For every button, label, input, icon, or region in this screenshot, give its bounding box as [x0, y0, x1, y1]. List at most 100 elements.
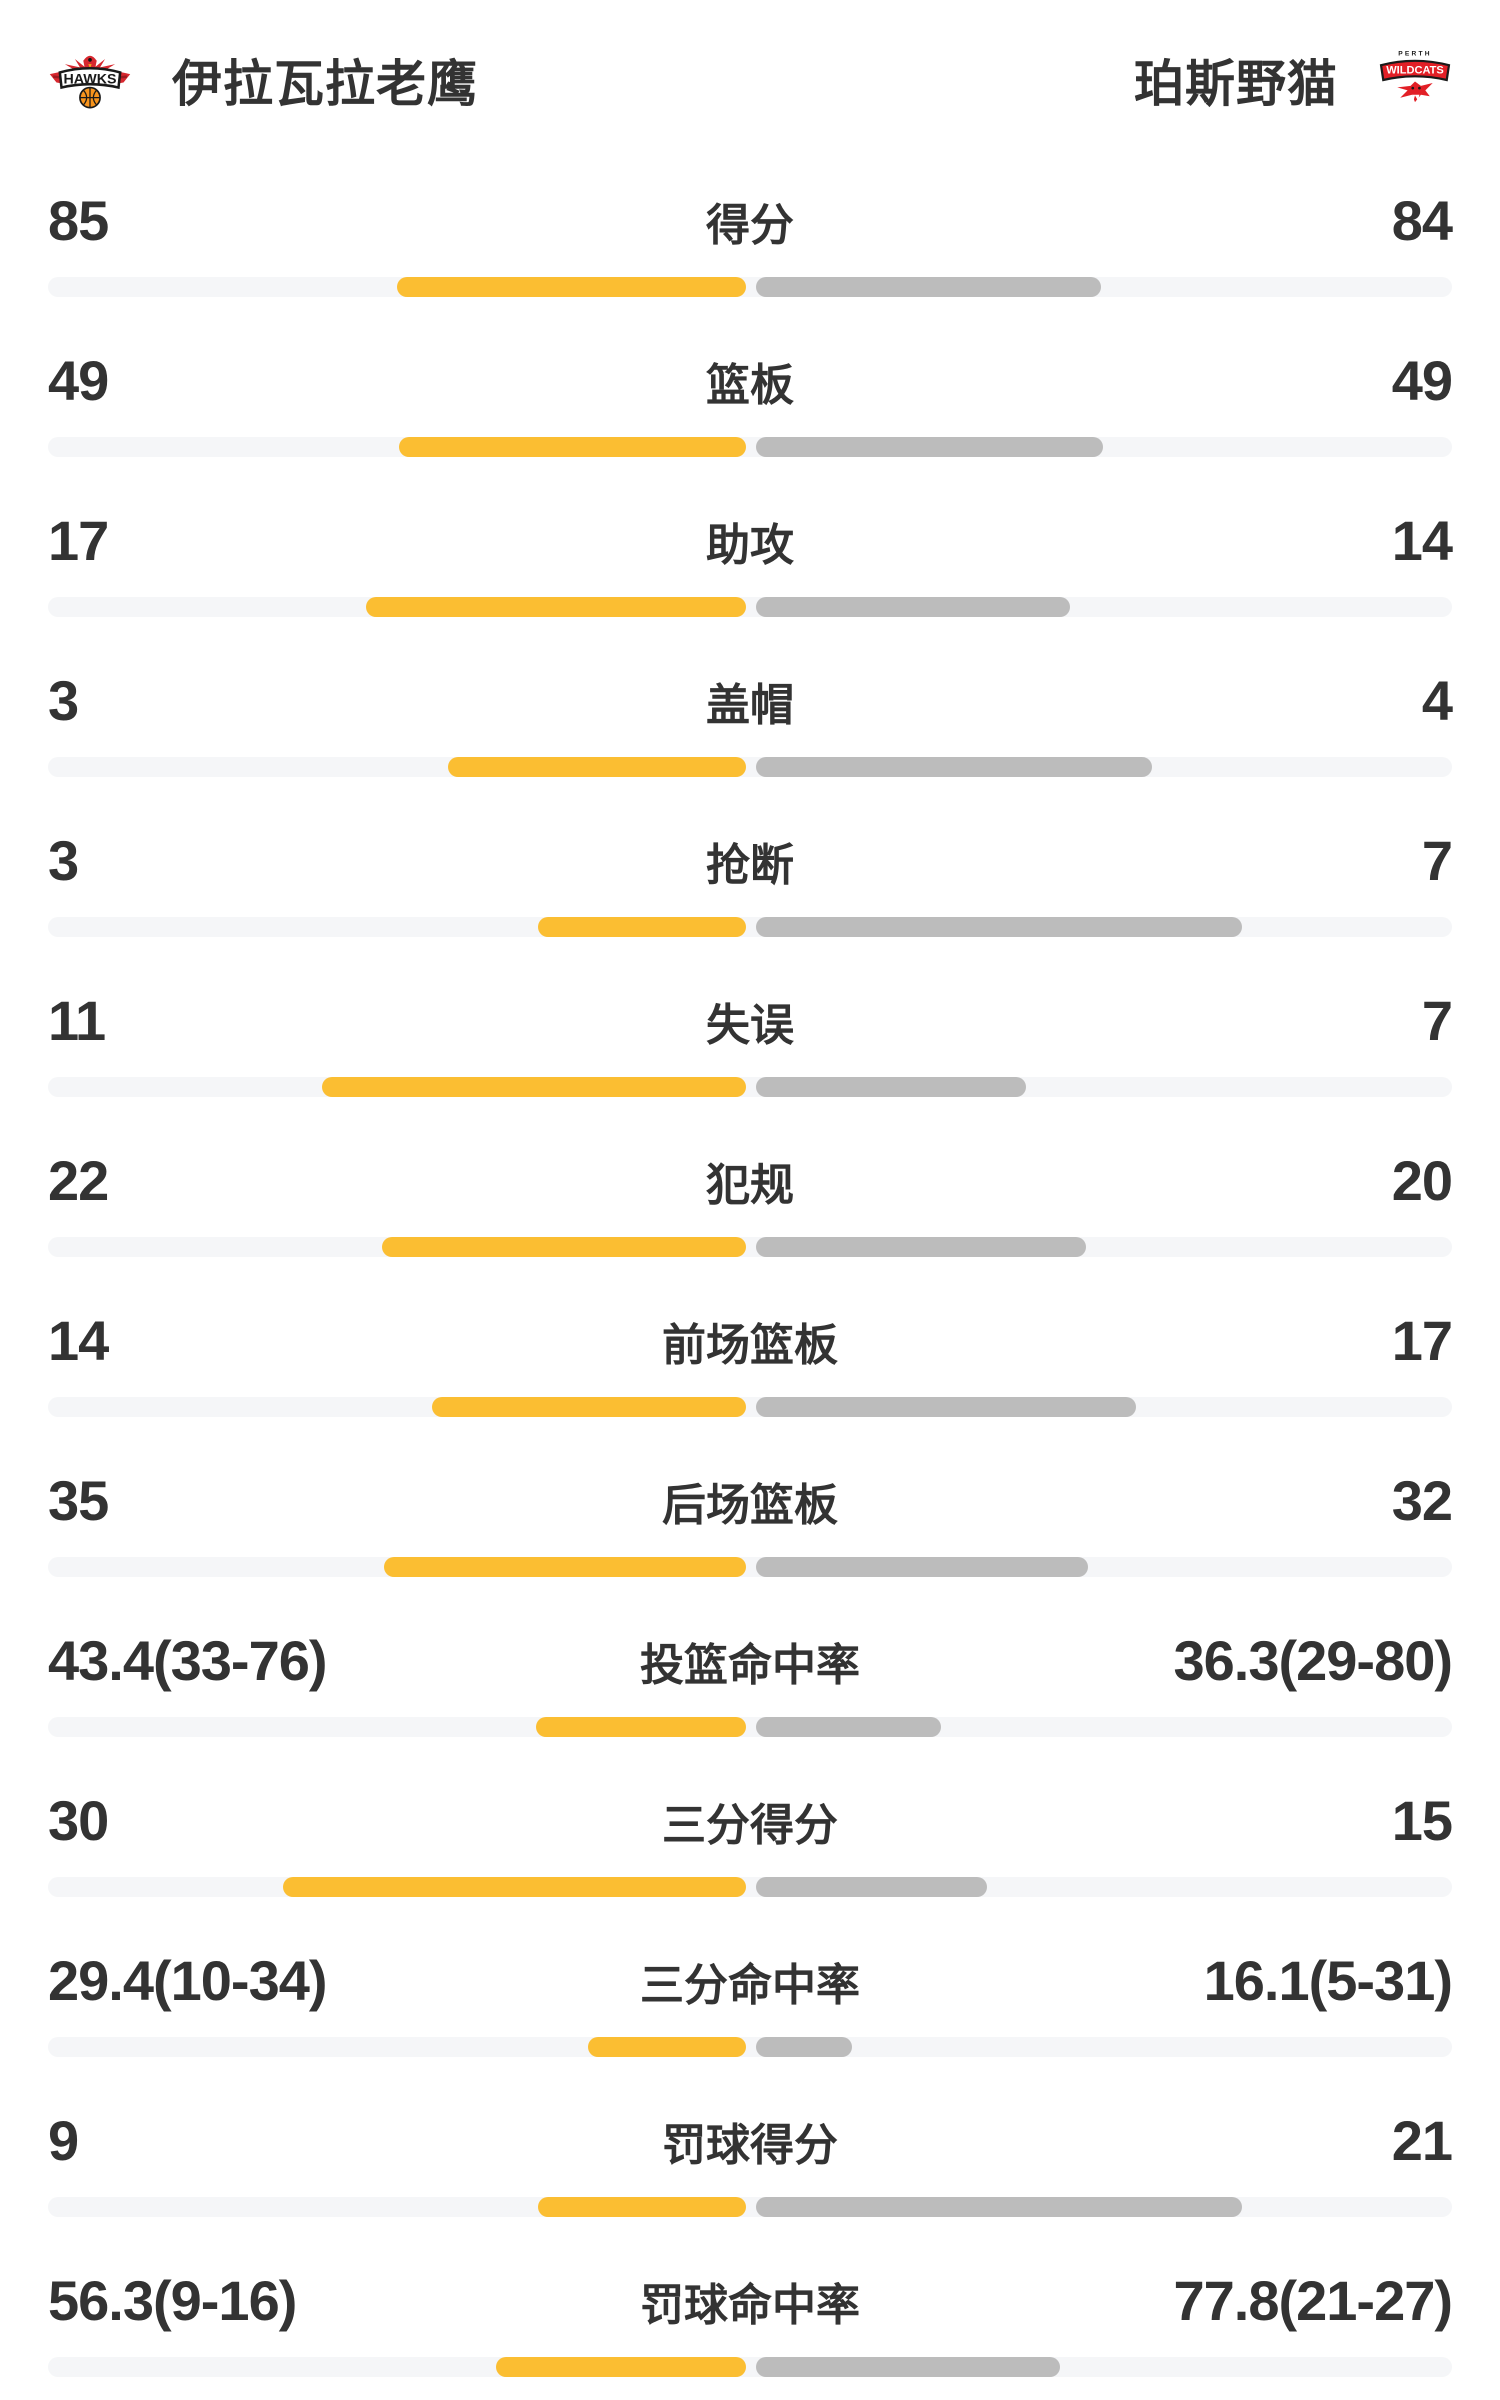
svg-text:WILDCATS: WILDCATS	[1386, 64, 1444, 76]
stat-bar-track	[48, 917, 1452, 937]
home-stat-value: 49	[48, 349, 109, 412]
stat-row: 14 前场篮板 17	[0, 1280, 1500, 1440]
home-team-header[interactable]: HAWKS 伊拉瓦拉老鹰	[48, 44, 478, 116]
stat-bar-track	[48, 1717, 1452, 1737]
home-stat-value: 56.3(9-16)	[48, 2269, 297, 2332]
stat-row: 35 后场篮板 32	[0, 1440, 1500, 1600]
stat-row: 43.4(33-76) 投篮命中率 36.3(29-80)	[0, 1600, 1500, 1760]
home-stat-bar	[399, 437, 746, 457]
home-stat-bar	[448, 757, 746, 777]
wildcats-logo: PERTH WILDCATS	[1379, 51, 1451, 103]
stat-bar-track	[48, 757, 1452, 777]
away-stat-bar	[756, 1397, 1136, 1417]
home-stat-value: 11	[48, 989, 106, 1052]
stat-label: 投篮命中率	[640, 1641, 860, 1690]
away-stat-bar	[756, 757, 1152, 777]
home-stat-value: 9	[48, 2109, 79, 2172]
away-stat-value: 20	[1391, 1149, 1453, 1212]
stat-bar-track	[48, 277, 1452, 297]
stat-bar-track	[48, 1237, 1452, 1257]
away-stat-bar	[756, 597, 1070, 617]
stat-row: 9 罚球得分 21	[0, 2080, 1500, 2240]
home-stat-value: 22	[48, 1149, 109, 1212]
stat-row: 49 篮板 49	[0, 320, 1500, 480]
home-team-name: 伊拉瓦拉老鹰	[172, 56, 478, 112]
stat-row: 17 助攻 14	[0, 480, 1500, 640]
home-stat-bar	[432, 1397, 746, 1417]
away-stat-value: 49	[1391, 349, 1453, 412]
away-stat-value: 16.1(5-31)	[1203, 1949, 1453, 2012]
away-stat-bar	[756, 1077, 1026, 1097]
hawks-logo: HAWKS	[49, 55, 131, 109]
stat-row: 56.3(9-16) 罚球命中率 77.8(21-27)	[0, 2240, 1500, 2400]
stat-label: 罚球得分	[662, 2121, 838, 2170]
away-stat-value: 7	[1421, 989, 1453, 1052]
away-stat-bar	[756, 2197, 1242, 2217]
stat-bar-track	[48, 437, 1452, 457]
stat-label: 失误	[706, 1001, 794, 1050]
away-stat-bar	[756, 917, 1242, 937]
home-stat-value: 30	[48, 1789, 109, 1852]
home-stat-value: 85	[48, 189, 109, 252]
stat-bar-track	[48, 1397, 1452, 1417]
home-stat-value: 14	[48, 1309, 109, 1372]
away-stat-value: 77.8(21-27)	[1173, 2269, 1453, 2332]
stat-label: 罚球命中率	[640, 2281, 860, 2330]
home-stat-bar	[283, 1877, 746, 1897]
home-stat-bar	[384, 1557, 746, 1577]
home-stat-bar	[397, 277, 746, 297]
home-stat-bar	[322, 1077, 746, 1097]
away-stat-value: 14	[1391, 509, 1453, 572]
stat-row: 11 失误 7	[0, 960, 1500, 1120]
stat-label: 得分	[706, 201, 794, 250]
stat-row: 3 盖帽 4	[0, 640, 1500, 800]
stat-row: 85 得分 84	[0, 160, 1500, 320]
away-stat-bar	[756, 1237, 1086, 1257]
stat-bar-track	[48, 2037, 1452, 2057]
home-stat-bar	[536, 1717, 746, 1737]
away-team-header[interactable]: 珀斯野猫 PERTH WILDCATS	[1134, 44, 1452, 116]
home-stat-value: 17	[48, 509, 109, 572]
stat-label: 犯规	[706, 1161, 794, 1210]
away-stat-value: 4	[1421, 669, 1453, 732]
stat-label: 前场篮板	[662, 1321, 838, 1370]
home-stat-bar	[588, 2037, 746, 2057]
stat-bar-track	[48, 597, 1452, 617]
home-stat-value: 3	[48, 829, 79, 892]
stat-bar-track	[48, 1557, 1452, 1577]
home-stat-bar	[496, 2357, 746, 2377]
home-stat-bar	[538, 917, 746, 937]
away-stat-value: 17	[1391, 1309, 1453, 1372]
stat-label: 三分命中率	[640, 1961, 860, 2010]
stat-label: 抢断	[706, 841, 794, 890]
stat-row: 29.4(10-34) 三分命中率 16.1(5-31)	[0, 1920, 1500, 2080]
away-stat-bar	[756, 1717, 941, 1737]
away-stat-bar	[756, 1877, 987, 1897]
stat-label: 助攻	[706, 521, 794, 570]
away-stat-bar	[756, 277, 1101, 297]
home-stat-bar	[538, 2197, 746, 2217]
home-stat-value: 35	[48, 1469, 109, 1532]
away-stat-bar	[756, 1557, 1088, 1577]
stat-label: 盖帽	[706, 681, 794, 730]
stat-label: 三分得分	[662, 1801, 838, 1850]
away-stat-value: 32	[1391, 1469, 1453, 1532]
away-stat-value: 36.3(29-80)	[1173, 1629, 1453, 1692]
svg-text:PERTH: PERTH	[1398, 51, 1432, 58]
away-stat-bar	[756, 2357, 1060, 2377]
stat-row: 22 犯规 20	[0, 1120, 1500, 1280]
stat-label: 后场篮板	[662, 1481, 838, 1530]
away-stat-bar	[756, 2037, 852, 2057]
away-stat-value: 15	[1391, 1789, 1453, 1852]
away-stat-value: 21	[1391, 2109, 1453, 2172]
stat-bar-track	[48, 1077, 1452, 1097]
stat-bar-track	[48, 1877, 1452, 1897]
stats-list: 85 得分 84 49 篮板 49 17 助攻	[0, 160, 1500, 2400]
home-stat-value: 29.4(10-34)	[48, 1949, 328, 2012]
home-stat-bar	[366, 597, 746, 617]
stat-bar-track	[48, 2197, 1452, 2217]
home-stat-value: 3	[48, 669, 79, 732]
stat-bar-track	[48, 2357, 1452, 2377]
svg-text:HAWKS: HAWKS	[64, 71, 117, 87]
